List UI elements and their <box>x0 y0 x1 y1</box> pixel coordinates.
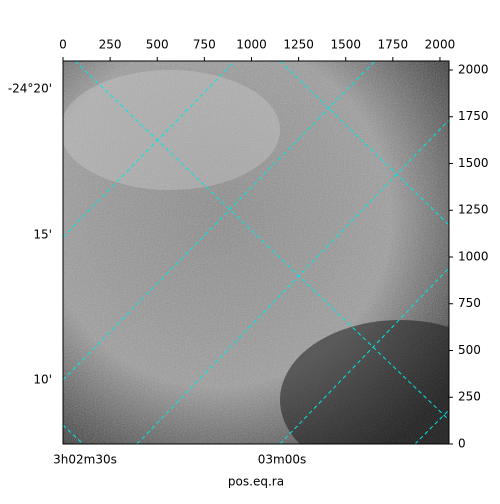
y-tick-label: 1500 <box>458 156 489 170</box>
x-tick-label: 500 <box>146 38 169 52</box>
frame <box>62 60 450 445</box>
image <box>63 61 449 444</box>
y-tick-label: 1750 <box>458 109 489 123</box>
x-tick-label: 250 <box>99 38 122 52</box>
coordinate-grid <box>63 61 449 444</box>
y-tick-label: 1000 <box>458 249 489 263</box>
x-tick-label: 0 <box>59 38 67 52</box>
x-tick-label: 2000 <box>425 38 456 52</box>
dec-tick-label: 10' <box>33 373 52 387</box>
y-tick-label: 2000 <box>458 62 489 76</box>
y-tick-label: 500 <box>458 343 481 357</box>
x-tick-label: 1750 <box>378 38 409 52</box>
y-tick-label: 1250 <box>458 203 489 217</box>
x-tick-label: 1000 <box>236 38 267 52</box>
x-tick-label: 750 <box>193 38 216 52</box>
x-label: pos.eq.ra <box>228 475 284 489</box>
ra-tick-label: 03m00s <box>258 453 306 467</box>
dec-tick-label: -24°20' <box>8 82 52 96</box>
y-tick-label: 750 <box>458 296 481 310</box>
x-tick-label: 1500 <box>330 38 361 52</box>
dec-tick-label: 15' <box>33 228 52 242</box>
y-tick-label: 0 <box>458 437 466 451</box>
ra-tick-label: 3h02m30s <box>53 453 117 467</box>
x-tick-label: 1250 <box>283 38 314 52</box>
y-tick-label: 250 <box>458 390 481 404</box>
